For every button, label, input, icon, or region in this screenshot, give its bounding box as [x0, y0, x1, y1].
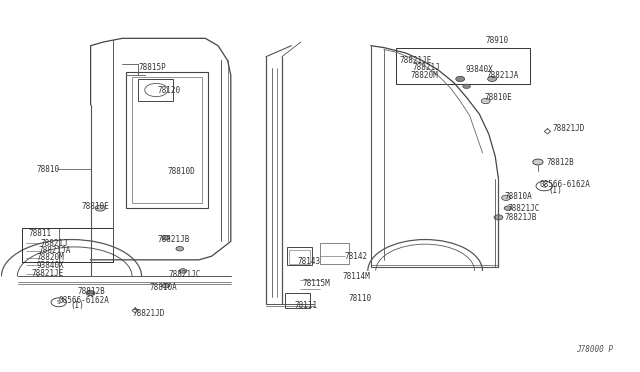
- Text: 93840X: 93840X: [36, 261, 64, 270]
- Bar: [22, 228, 113, 262]
- Bar: [287, 247, 312, 265]
- Text: 78810D: 78810D: [167, 167, 195, 176]
- Circle shape: [488, 76, 497, 81]
- Circle shape: [162, 283, 170, 288]
- Text: 78821JD: 78821JD: [132, 309, 164, 318]
- Text: 78810E: 78810E: [81, 202, 109, 211]
- Text: 78821J: 78821J: [412, 63, 440, 72]
- Text: S: S: [57, 300, 61, 305]
- Text: 78820M: 78820M: [410, 71, 438, 80]
- Text: 78820M: 78820M: [36, 253, 64, 263]
- Text: 78810E: 78810E: [484, 93, 512, 102]
- Text: 78821JC: 78821JC: [168, 270, 201, 279]
- Text: 78821JA: 78821JA: [487, 71, 519, 80]
- Circle shape: [494, 215, 503, 220]
- Text: 78815P: 78815P: [138, 63, 166, 72]
- Circle shape: [502, 195, 511, 201]
- Text: 78810: 78810: [36, 165, 60, 174]
- Text: 78110: 78110: [349, 294, 372, 303]
- Circle shape: [176, 247, 184, 251]
- Text: 78821JE: 78821JE: [32, 269, 65, 278]
- Text: 78810A: 78810A: [505, 192, 532, 201]
- Text: (I): (I): [548, 186, 562, 195]
- Text: 78821JC: 78821JC: [508, 204, 540, 214]
- Circle shape: [179, 269, 187, 273]
- Text: 78821JE: 78821JE: [399, 56, 432, 65]
- Circle shape: [481, 99, 490, 104]
- Circle shape: [95, 205, 105, 211]
- Text: (I): (I): [70, 301, 84, 311]
- Text: 78910: 78910: [486, 36, 509, 45]
- Bar: [285, 293, 310, 308]
- Text: 78120: 78120: [157, 86, 180, 94]
- Circle shape: [456, 76, 465, 81]
- Text: 78812B: 78812B: [78, 287, 106, 296]
- Circle shape: [504, 206, 512, 211]
- Bar: [132, 77, 202, 203]
- Text: 78821JB: 78821JB: [505, 213, 537, 222]
- Bar: [22, 228, 113, 262]
- Text: 78812B: 78812B: [546, 157, 574, 167]
- Bar: [320, 243, 349, 263]
- Text: 78111: 78111: [294, 301, 317, 311]
- Text: 08566-6162A: 08566-6162A: [540, 180, 591, 189]
- Text: 78114M: 78114M: [342, 272, 370, 281]
- Text: 78821J: 78821J: [41, 239, 68, 248]
- Text: 78115M: 78115M: [302, 279, 330, 288]
- Circle shape: [162, 235, 170, 240]
- Bar: [289, 250, 310, 263]
- Text: 78821JA: 78821JA: [38, 246, 71, 255]
- Text: 93840X: 93840X: [465, 65, 493, 74]
- Text: 78143: 78143: [298, 257, 321, 266]
- Text: 78821JB: 78821JB: [157, 235, 190, 244]
- Text: 78142: 78142: [344, 251, 367, 261]
- Bar: [125, 71, 209, 208]
- Text: 78821JD: 78821JD: [552, 124, 585, 133]
- Text: 08566-6162A: 08566-6162A: [59, 296, 109, 305]
- Circle shape: [86, 291, 95, 296]
- Circle shape: [463, 84, 470, 89]
- Text: S: S: [543, 183, 546, 189]
- Text: 78810A: 78810A: [149, 283, 177, 292]
- Circle shape: [533, 159, 543, 165]
- Text: J78000 P: J78000 P: [576, 345, 613, 354]
- Bar: [396, 48, 531, 84]
- Bar: [138, 79, 173, 101]
- Text: 78811: 78811: [28, 230, 51, 238]
